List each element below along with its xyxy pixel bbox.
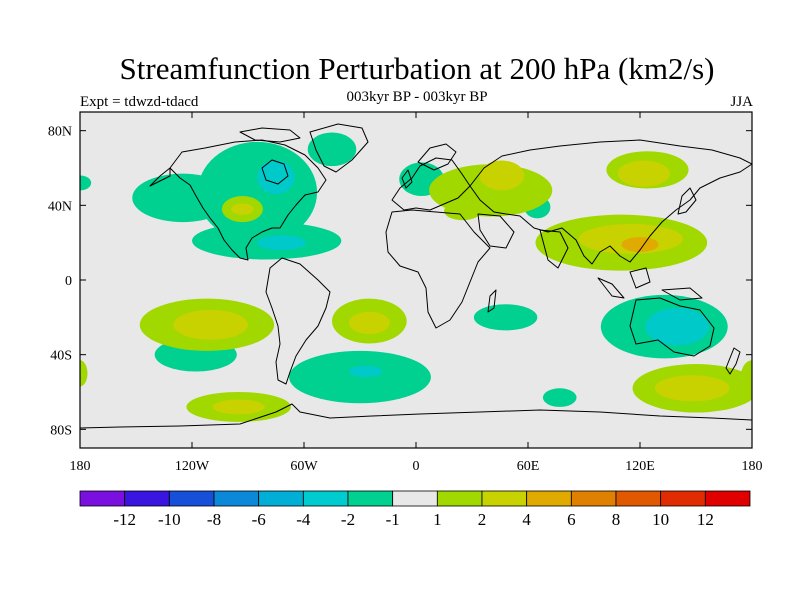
colorbar-swatch — [704, 490, 751, 507]
colorbar-label: 6 — [567, 510, 576, 529]
colorbar-swatch — [302, 490, 349, 507]
colorbar-label: -1 — [386, 510, 400, 529]
anomaly-asia-core2 — [621, 237, 659, 253]
plot-subtitle: 003kyr BP - 003kyr BP — [346, 89, 488, 105]
colorbar-swatch — [258, 490, 304, 507]
colorbar-label: -6 — [252, 510, 266, 529]
coast-europe — [391, 157, 471, 211]
colorbar-label: 1 — [433, 510, 442, 529]
y-axis: 80N 40N 0 40S 80S — [48, 125, 752, 438]
coast-india — [539, 229, 569, 269]
anomaly-alaska-neg — [80, 175, 92, 191]
coast-new-guinea — [661, 287, 703, 301]
x-tick-label: 120W — [175, 459, 210, 474]
colorbar-label: -10 — [158, 510, 181, 529]
x-tick-label: 60W — [290, 459, 318, 474]
colorbar-swatch — [570, 490, 617, 507]
anomaly-spac-edge-pos — [740, 360, 752, 394]
x-tick-label: 0 — [413, 459, 420, 474]
anomaly-pac-core — [173, 309, 248, 340]
colorbar-swatch — [481, 490, 528, 507]
x-axis: 180 120W 60W 0 60E 120E 180 — [70, 112, 763, 474]
anomaly-med-pos — [444, 201, 482, 221]
colorbar-label: 10 — [652, 510, 669, 529]
anomaly-kerguelen-neg — [542, 388, 577, 407]
x-tick-label: 120E — [625, 459, 655, 474]
colorbar-swatch — [347, 490, 394, 507]
colorbar-swatch — [660, 490, 706, 507]
colorbar-swatch — [526, 490, 572, 507]
y-tick-label: 80S — [50, 423, 72, 438]
coast-north-america — [169, 139, 327, 261]
coast-africa — [385, 209, 491, 329]
plot-title: Streamfunction Perturbation at 200 hPa (… — [119, 51, 715, 86]
anomaly-eurasia-core — [479, 160, 525, 191]
anomaly-layer — [80, 132, 752, 422]
coast-britain — [401, 169, 413, 189]
colorbar-swatch — [392, 490, 438, 507]
coast-madagascar — [487, 289, 497, 313]
x-tick-label: 180 — [70, 459, 91, 474]
x-tick-label: 180 — [742, 459, 763, 474]
colorbar-swatch — [436, 490, 483, 507]
y-tick-label: 40N — [48, 199, 72, 214]
coast-hudson-bay — [261, 159, 289, 185]
coast-borneo — [629, 267, 651, 289]
x-tick-label: 60E — [517, 459, 540, 474]
coast-arctic-islands — [239, 127, 301, 143]
anomaly-tropatl-core — [257, 235, 306, 251]
anomaly-sio-core — [654, 375, 730, 402]
anomaly-australia-core — [645, 308, 710, 346]
colorbar-label: 8 — [612, 510, 621, 529]
colorbar-swatch — [213, 490, 260, 507]
coast-south-america — [265, 257, 331, 385]
coastlines — [80, 123, 752, 429]
anomaly-satl-core — [348, 311, 390, 335]
y-tick-label: 80N — [48, 125, 72, 140]
anomaly-greenland-neg — [307, 132, 357, 167]
coast-australia — [629, 297, 715, 357]
season-label: JJA — [730, 94, 753, 110]
y-tick-label: 0 — [65, 274, 72, 289]
colorbar-swatch — [79, 490, 126, 507]
anomaly-namerica-core — [257, 160, 295, 195]
coast-new-zealand — [725, 347, 741, 375]
colorbar-label: 2 — [478, 510, 487, 529]
anomaly-indian-neg — [473, 304, 538, 331]
anomaly-siberia-core — [617, 160, 670, 187]
colorbar-label: -4 — [296, 510, 311, 529]
coast-arabia — [477, 213, 515, 249]
coast-alaska — [149, 167, 171, 187]
coast-sumatra — [597, 277, 625, 299]
colorbar-swatch — [168, 490, 215, 507]
coast-scandinavia — [417, 143, 457, 171]
colorbar-label: -8 — [207, 510, 221, 529]
colorbar-label: -2 — [341, 510, 355, 529]
colorbar-label: 12 — [697, 510, 714, 529]
colorbar-label: 4 — [522, 510, 531, 529]
anomaly-sam-core — [348, 365, 383, 378]
coast-antarctica — [80, 403, 752, 429]
colorbar: -12 -10 -8 -6 -4 -2 -1 1 2 4 6 8 10 12 — [79, 490, 751, 529]
anomaly-usa-core — [231, 203, 254, 215]
coast-japan — [677, 187, 697, 215]
colorbar-swatch — [124, 490, 170, 507]
y-tick-label: 40S — [50, 349, 72, 364]
anomaly-spac-core — [212, 399, 265, 415]
colorbar-label: -12 — [113, 510, 136, 529]
experiment-label: Expt = tdwzd-tdacd — [80, 94, 199, 110]
anomaly-sam-neg — [289, 350, 431, 404]
anomaly-wpac-edge-pos — [80, 360, 88, 387]
colorbar-swatch — [615, 490, 662, 507]
coast-greenland — [309, 123, 369, 173]
